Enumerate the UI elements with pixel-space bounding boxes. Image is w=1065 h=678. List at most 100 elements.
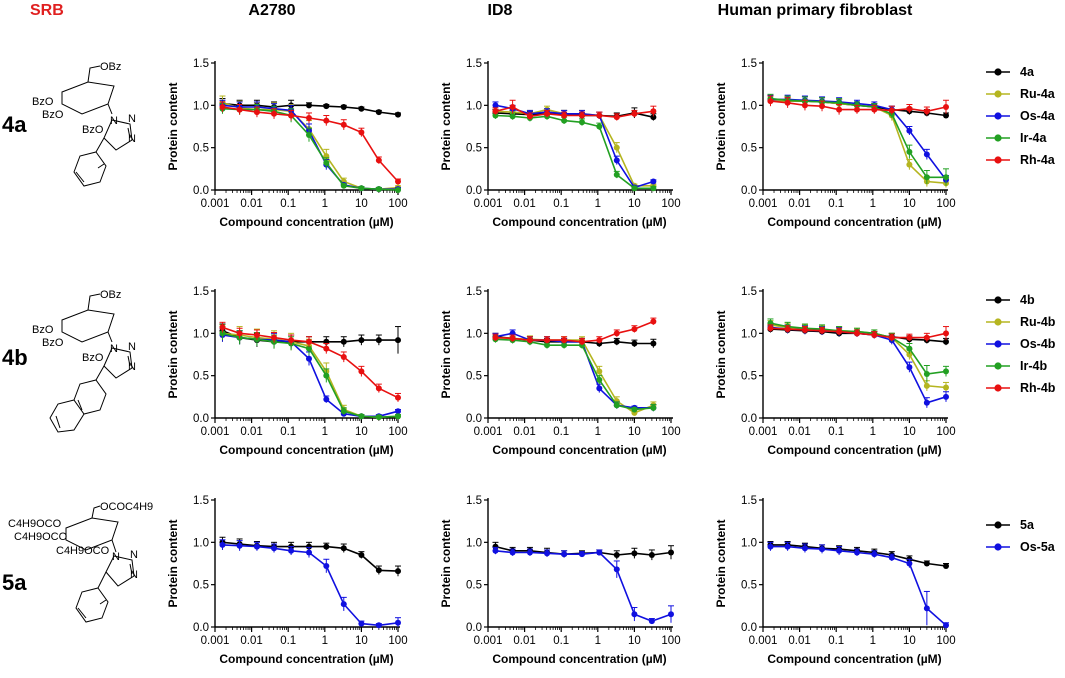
x-tick-label: 10 (355, 426, 368, 438)
data-point (395, 111, 401, 118)
x-axis-label: Compound concentration (µM) (219, 215, 393, 229)
x-tick-label: 0.01 (240, 198, 262, 210)
legend-marker (994, 384, 1002, 392)
data-point (943, 384, 949, 391)
structure-4a-text: OBz BzO BzO BzO N N N (32, 61, 136, 145)
legend-label: Rh-4b (1020, 381, 1056, 395)
data-point (340, 601, 347, 608)
legend-entry-Ir-4b: Ir-4b (986, 359, 1047, 373)
y-tick-label: 1.0 (741, 100, 757, 112)
column-header-a2780: A2780 (248, 2, 295, 19)
data-point (613, 338, 620, 345)
data-point (923, 334, 930, 341)
data-point (784, 99, 791, 106)
ch2-bond (87, 293, 101, 311)
y-tick-label: 1.0 (466, 328, 482, 340)
series-line (770, 326, 947, 404)
series-line (495, 336, 654, 414)
x-tick-label: 0.1 (828, 198, 844, 210)
series-Os-5a (767, 541, 949, 629)
y-tick-label: 1.0 (193, 100, 209, 112)
data-point (631, 185, 638, 192)
data-point (906, 351, 913, 358)
data-point (375, 622, 382, 629)
x-tick-label: 1 (595, 426, 601, 438)
data-point (358, 185, 365, 192)
legend-label: Ir-4a (1020, 131, 1047, 145)
data-point (650, 108, 657, 115)
data-point (836, 106, 843, 113)
data-point (631, 550, 638, 557)
x-tick-label: 1 (322, 198, 328, 210)
x-tick-label: 10 (903, 198, 916, 210)
svg-text:BzO: BzO (42, 109, 64, 121)
anomeric-bond (107, 103, 113, 115)
svg-text:BzO: BzO (82, 352, 104, 364)
y-tick-label: 0.0 (741, 622, 757, 634)
data-point (650, 404, 657, 411)
data-point (375, 157, 382, 164)
legend-entry-4b: 4b (986, 293, 1035, 307)
y-tick-label: 1.5 (193, 58, 209, 70)
data-point (943, 338, 949, 345)
y-tick-label: 1.5 (193, 495, 209, 507)
data-point (375, 414, 382, 421)
x-tick-label: 0.001 (474, 426, 503, 438)
y-axis-label: Protein content (439, 82, 453, 170)
data-point (305, 543, 312, 550)
x-tick-label: 1 (870, 198, 876, 210)
data-point (395, 187, 401, 193)
data-point (853, 549, 860, 556)
data-point (323, 563, 330, 570)
ch2-bond (87, 65, 101, 83)
data-point (288, 112, 295, 119)
linker-bond (95, 365, 105, 381)
data-point (923, 151, 930, 158)
data-point (561, 117, 568, 124)
data-point (509, 113, 516, 120)
data-point (801, 545, 808, 552)
data-point (906, 345, 913, 352)
y-axis-label: Protein content (439, 310, 453, 398)
x-tick-label: 0.01 (788, 426, 810, 438)
svg-text:BzO: BzO (82, 124, 104, 136)
triazole-ring (103, 119, 133, 151)
data-point (358, 552, 365, 559)
data-point (375, 337, 382, 344)
chart-5a-2: 0.0 0.5 1.0 1.5 0.001 0.01 0.1 1 10 100 Compound c… (439, 495, 681, 666)
data-point (219, 541, 226, 548)
data-point (323, 345, 330, 352)
x-tick-label: 0.001 (201, 426, 230, 438)
data-point (613, 171, 620, 178)
row-label-4b: 4b (2, 345, 28, 370)
svg-text:N: N (130, 569, 138, 581)
y-tick-label: 1.0 (193, 328, 209, 340)
data-point (340, 182, 347, 189)
series-line (495, 550, 672, 622)
data-point (395, 408, 401, 415)
data-point (923, 399, 930, 406)
svg-text:C4H9OCO: C4H9OCO (56, 545, 110, 557)
series-Ir-4b (492, 335, 657, 413)
x-tick-label: 0.01 (240, 635, 262, 647)
data-point (358, 413, 365, 420)
chart-4a-3: 0.0 0.5 1.0 1.5 0.001 0.01 0.1 1 10 100 Compound c… (714, 58, 956, 229)
data-point (578, 112, 585, 119)
data-point (906, 148, 913, 155)
svg-text:N: N (112, 551, 120, 563)
legend-label: Os-4a (1020, 109, 1056, 123)
data-point (943, 104, 949, 111)
x-tick-label: 100 (388, 426, 407, 438)
svg-text:N: N (128, 341, 136, 353)
data-point (784, 543, 791, 550)
svg-text:OBz: OBz (100, 61, 121, 73)
data-point (906, 127, 913, 134)
data-point (943, 368, 949, 375)
data-point (767, 543, 774, 550)
legend-marker (994, 296, 1002, 304)
x-tick-label: 0.01 (240, 426, 262, 438)
data-point (578, 119, 585, 126)
data-point (253, 332, 260, 339)
data-point (871, 106, 878, 113)
column-header-fibroblast: Human primary fibroblast (718, 2, 913, 19)
